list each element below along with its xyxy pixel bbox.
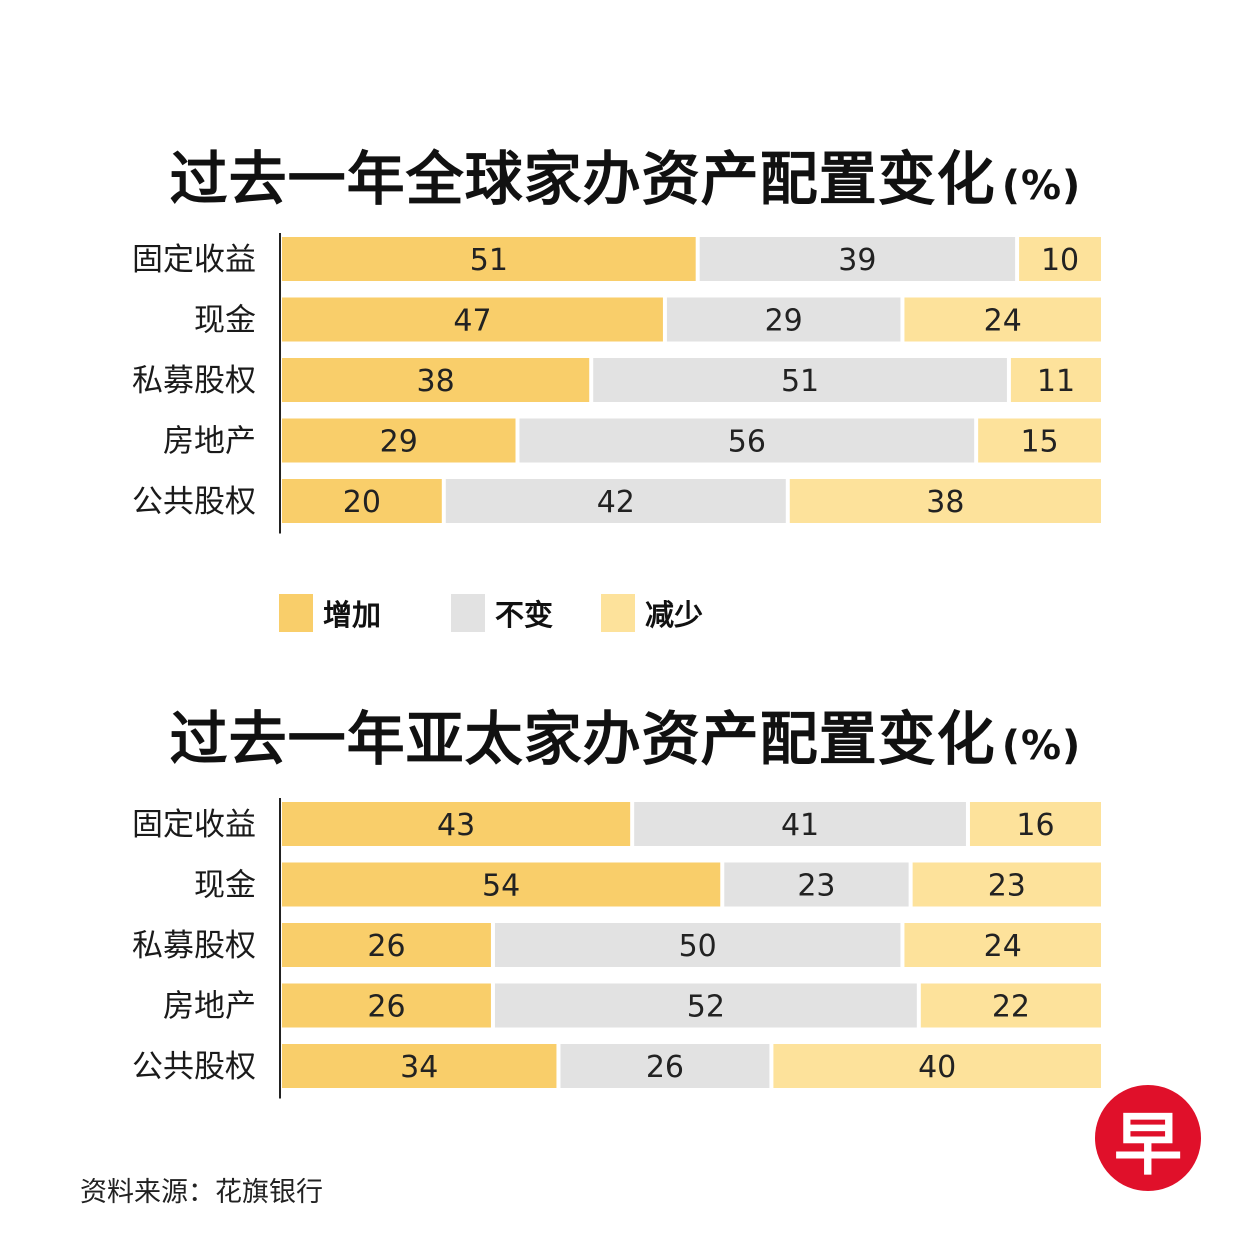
bar-unchanged — [519, 418, 975, 463]
data-label-decrease: 10 — [1041, 243, 1079, 278]
legend-label-increase: 增加 — [323, 598, 382, 632]
legend-label-decrease: 减少 — [645, 598, 704, 632]
data-label-increase: 43 — [437, 808, 475, 843]
data-label-increase: 38 — [417, 364, 455, 399]
chart-title-global: 过去一年全球家办资产配置变化 (%) — [0, 132, 1251, 216]
category-label: 固定收益 — [132, 807, 256, 843]
bar-unchanged — [724, 862, 909, 907]
category-label: 公共股权 — [132, 484, 256, 520]
category-label: 现金 — [194, 303, 256, 339]
bar-increase — [282, 358, 590, 402]
legend-item-decrease: 减少 — [601, 592, 703, 634]
title-unit: (%) — [1001, 723, 1082, 769]
data-label-decrease: 24 — [984, 929, 1022, 964]
legend-swatch-decrease — [601, 594, 636, 632]
bar-decrease — [969, 802, 1101, 846]
legend-item-increase: 增加 — [279, 592, 381, 634]
bar-decrease — [920, 983, 1101, 1028]
legend-label-unchanged: 不变 — [495, 598, 554, 632]
data-label-decrease: 23 — [988, 869, 1026, 904]
data-label-decrease: 24 — [984, 304, 1022, 339]
data-label-unchanged: 29 — [765, 304, 803, 339]
bar-increase — [282, 297, 663, 342]
bar-increase — [282, 237, 696, 281]
legend-swatch-unchanged — [451, 594, 486, 632]
bar-unchanged — [560, 1044, 770, 1088]
bar-increase — [282, 1044, 557, 1088]
bar-unchanged — [445, 479, 786, 523]
bar-unchanged — [593, 358, 1007, 402]
category-label: 固定收益 — [132, 242, 256, 278]
category-label: 房地产 — [163, 424, 256, 460]
data-label-increase: 26 — [367, 990, 405, 1025]
bar-increase — [282, 862, 721, 907]
data-label-increase: 34 — [400, 1050, 438, 1085]
global-allocation-chart: 固定收益 51 39 10 现金 47 29 24 私募股权 38 51 11 房地产 29 56 15 公共股… — [132, 233, 1101, 534]
data-label-increase: 51 — [470, 243, 508, 278]
legend-swatch-increase — [279, 594, 313, 632]
bar-decrease — [904, 923, 1101, 967]
category-label: 公共股权 — [132, 1049, 256, 1085]
bar-unchanged — [666, 297, 901, 342]
bar-decrease — [1019, 237, 1101, 281]
data-label-increase: 26 — [367, 929, 405, 964]
category-label: 现金 — [194, 868, 256, 904]
legend-item-unchanged: 不变 — [451, 592, 553, 634]
bar-decrease — [1010, 358, 1101, 402]
bar-unchanged — [494, 983, 917, 1028]
chart-title-apac: 过去一年亚太家办资产配置变化 (%) — [0, 692, 1251, 776]
category-label: 私募股权 — [132, 363, 256, 399]
bar-unchanged — [699, 237, 1016, 281]
bar-increase — [282, 479, 442, 523]
title-text: 过去一年亚太家办资产配置变化 — [169, 705, 996, 773]
data-label-decrease: 40 — [918, 1050, 956, 1085]
legend: 增加 不变 减少 — [279, 592, 751, 634]
data-label-unchanged: 50 — [679, 929, 717, 964]
bar-increase — [282, 418, 516, 463]
bar-increase — [282, 802, 631, 846]
zaobao-logo: 早 — [1095, 1085, 1201, 1191]
data-label-decrease: 22 — [992, 990, 1030, 1025]
data-label-increase: 20 — [343, 485, 381, 520]
bar-decrease — [912, 862, 1101, 907]
category-label: 私募股权 — [132, 928, 256, 964]
bar-decrease — [773, 1044, 1101, 1088]
bar-increase — [282, 983, 491, 1028]
data-label-unchanged: 26 — [646, 1050, 684, 1085]
data-label-decrease: 15 — [1020, 425, 1058, 460]
bar-decrease — [904, 297, 1101, 342]
bar-unchanged — [494, 923, 901, 967]
data-label-unchanged: 56 — [728, 425, 766, 460]
bar-decrease — [789, 479, 1101, 523]
bar-unchanged — [634, 802, 966, 846]
source-note: 资料来源：花旗银行 — [80, 1177, 323, 1208]
data-label-unchanged: 52 — [687, 990, 725, 1025]
title-text: 过去一年全球家办资产配置变化 — [169, 145, 996, 213]
data-label-increase: 29 — [380, 425, 418, 460]
data-label-decrease: 11 — [1037, 364, 1075, 399]
bar-decrease — [978, 418, 1101, 463]
data-label-unchanged: 23 — [797, 869, 835, 904]
logo-glyph: 早 — [1113, 1105, 1182, 1185]
category-label: 房地产 — [163, 989, 256, 1025]
title-unit: (%) — [1001, 163, 1082, 209]
data-label-unchanged: 42 — [597, 485, 635, 520]
data-label-decrease: 38 — [926, 485, 964, 520]
data-label-decrease: 16 — [1016, 808, 1054, 843]
data-label-increase: 47 — [453, 304, 491, 339]
data-label-unchanged: 41 — [781, 808, 819, 843]
data-label-unchanged: 39 — [838, 243, 876, 278]
data-label-unchanged: 51 — [781, 364, 819, 399]
bar-increase — [282, 923, 491, 967]
data-label-increase: 54 — [482, 869, 520, 904]
